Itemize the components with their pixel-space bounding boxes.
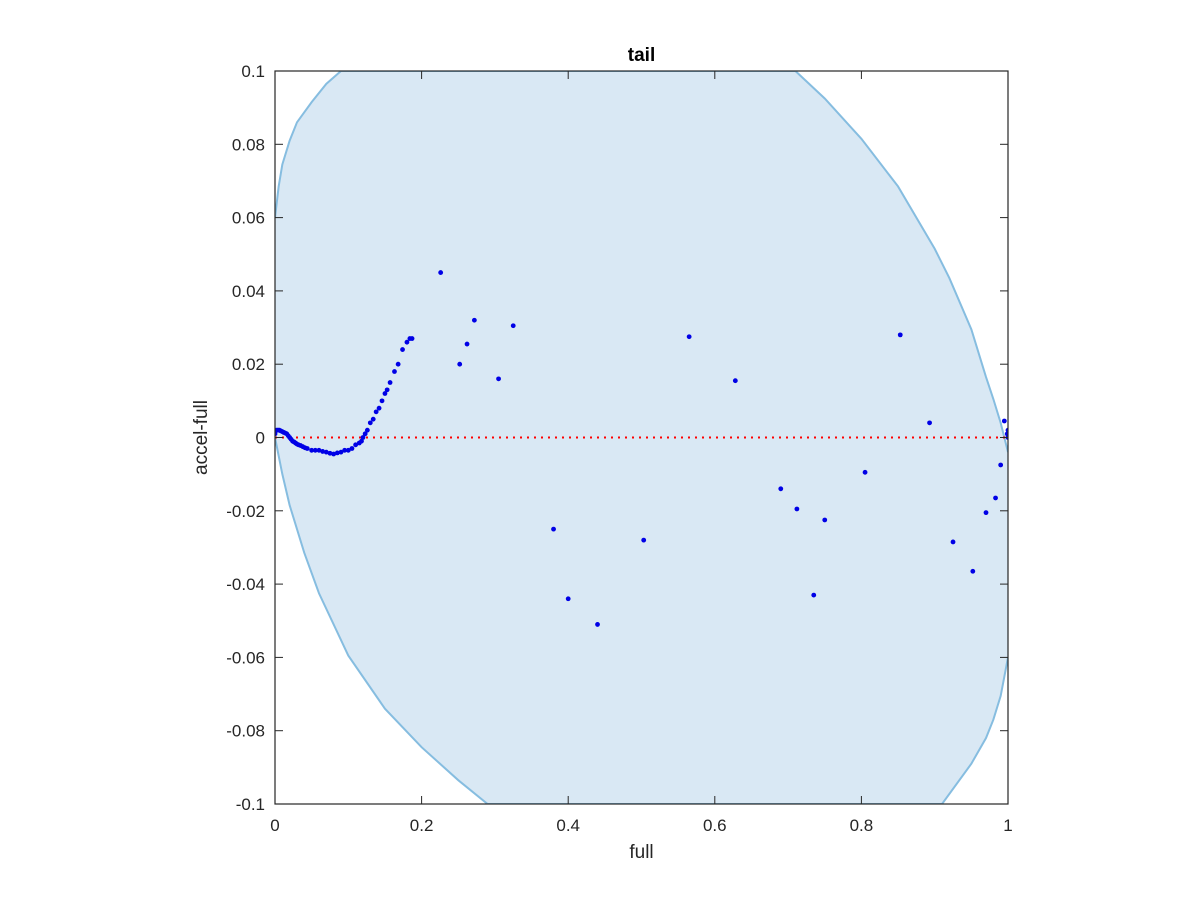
data-point	[320, 449, 326, 454]
x-tick-label: 0.2	[410, 816, 434, 835]
y-tick-label: 0	[256, 429, 265, 448]
data-point	[686, 334, 692, 340]
data-point	[387, 380, 393, 385]
data-point	[370, 416, 376, 422]
data-point	[338, 449, 344, 455]
data-point	[312, 447, 318, 453]
data-point	[510, 323, 516, 329]
data-point	[950, 539, 956, 545]
data-point	[382, 391, 388, 396]
x-axis-label: full	[629, 842, 653, 863]
data-point	[376, 405, 382, 411]
data-point	[331, 451, 337, 457]
y-tick-label: -0.08	[226, 722, 265, 741]
data-point	[409, 336, 415, 341]
data-point	[551, 526, 556, 532]
y-tick-label: -0.02	[226, 502, 265, 521]
data-point	[438, 270, 444, 275]
y-tick-label: 0.04	[232, 282, 265, 301]
data-point	[794, 506, 800, 512]
data-point	[379, 398, 385, 404]
data-point	[353, 442, 359, 448]
data-point	[349, 446, 355, 451]
x-tick-label: 0	[270, 816, 279, 835]
data-point	[395, 361, 401, 367]
data-point	[471, 317, 477, 323]
confidence-region-layer	[275, 71, 1008, 804]
data-point	[323, 449, 329, 455]
x-tick-label: 0.8	[850, 816, 874, 835]
y-tick-label: 0.1	[241, 62, 265, 81]
region-lower-edge	[275, 437, 1008, 804]
data-point	[970, 568, 976, 574]
data-point	[822, 517, 828, 523]
data-point	[811, 592, 817, 598]
data-point	[404, 339, 410, 345]
x-tick-label: 1	[1003, 816, 1012, 835]
data-point	[496, 376, 501, 382]
data-point	[359, 438, 364, 444]
data-point	[457, 361, 463, 367]
region-upper-edge	[275, 71, 1008, 453]
data-point	[334, 450, 340, 456]
y-axis-label: accel-full	[191, 400, 212, 475]
plot-area: 0 0.2 0.4 0.6 0.8 1 -0.1 -0.08 -0.06 -0.04 -0.02 0 0…	[226, 62, 1012, 835]
data-point	[641, 537, 647, 543]
data-point	[732, 378, 738, 384]
data-point	[897, 332, 903, 338]
data-point	[595, 622, 600, 627]
data-point	[316, 447, 322, 453]
data-point	[345, 447, 351, 453]
data-point	[464, 341, 470, 347]
x-tick-label: 0.6	[703, 816, 727, 835]
data-point	[927, 420, 932, 426]
y-tick-label: 0.08	[232, 135, 265, 154]
y-tick-label: -0.06	[226, 648, 265, 667]
data-point	[565, 596, 571, 602]
y-tick-label: -0.04	[226, 575, 265, 594]
data-point	[778, 486, 784, 492]
data-point	[367, 420, 373, 426]
data-point	[362, 431, 368, 437]
data-point	[342, 447, 348, 453]
data-point	[1004, 431, 1008, 437]
y-tick-label: 0.06	[232, 209, 265, 228]
data-point	[400, 347, 405, 352]
data-point	[392, 369, 397, 374]
data-point	[304, 446, 310, 451]
data-point	[373, 409, 379, 415]
data-point	[327, 450, 333, 456]
data-point	[993, 495, 998, 501]
y-tick-label: 0.02	[232, 355, 265, 374]
data-point	[364, 427, 370, 433]
x-tick-label: 0.4	[556, 816, 580, 835]
data-point	[360, 435, 366, 440]
data-point	[1001, 418, 1007, 424]
data-point	[862, 469, 868, 475]
data-points-layer	[275, 270, 1008, 627]
confidence-region-fill	[275, 71, 1008, 804]
data-point	[998, 462, 1004, 468]
y-tick-label: -0.1	[236, 795, 265, 814]
data-point	[983, 510, 989, 516]
chart-title: tail	[628, 45, 655, 66]
data-point	[309, 447, 315, 453]
axes-layer: 0 0.2 0.4 0.6 0.8 1 -0.1 -0.08 -0.06 -0.04 -0.02 0 0…	[226, 62, 1012, 835]
data-point	[384, 387, 390, 393]
